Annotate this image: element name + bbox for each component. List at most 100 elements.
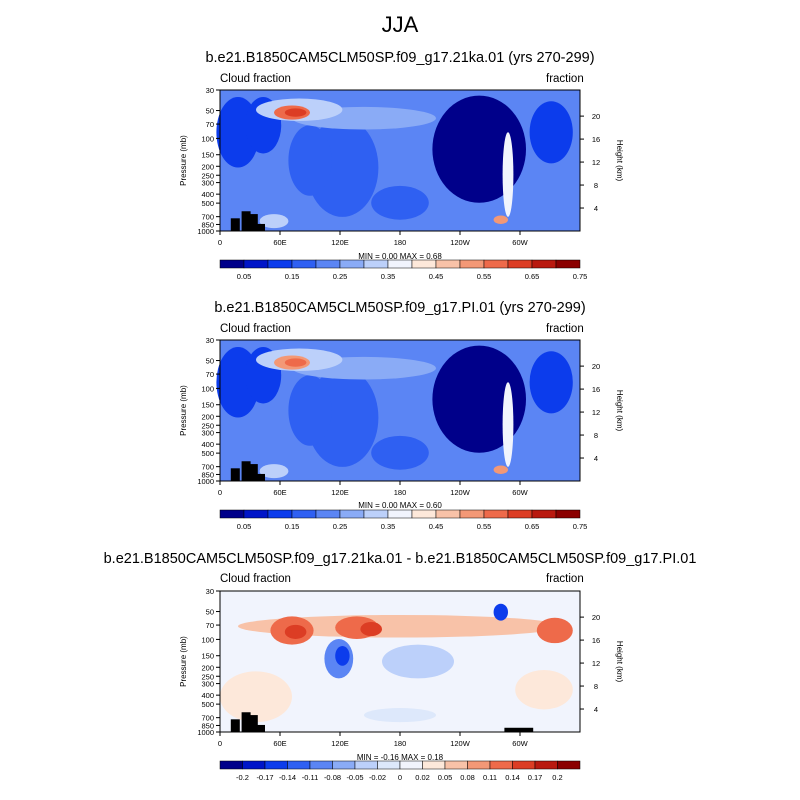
y-tick-label: 700 bbox=[201, 463, 214, 472]
height-axis-label: Height (km) bbox=[615, 390, 624, 432]
height-axis-label: Height (km) bbox=[615, 641, 624, 683]
x-tick-label: 60E bbox=[273, 488, 286, 497]
colorbar-swatch bbox=[243, 509, 269, 519]
y-tick-label: 700 bbox=[201, 714, 214, 723]
colorbar-label: 0.45 bbox=[429, 272, 444, 281]
colorbar-label: 0.55 bbox=[477, 522, 492, 531]
y-tick-label: 700 bbox=[201, 213, 214, 222]
y-tick-label: 400 bbox=[201, 190, 214, 199]
x-tick-label: 120E bbox=[331, 238, 349, 247]
colorbar-swatch bbox=[267, 509, 293, 519]
colorbar-label: -0.11 bbox=[302, 773, 319, 782]
panel-2-plot: 1000850700500400300250200150100705030Pre… bbox=[179, 336, 624, 531]
y-tick-label: 200 bbox=[201, 663, 214, 672]
y-tick-label: 50 bbox=[206, 608, 214, 617]
colorbar-swatch bbox=[219, 760, 243, 770]
field-blob bbox=[284, 358, 307, 367]
x-tick-label: 60W bbox=[512, 488, 528, 497]
colorbar-label: 0.65 bbox=[525, 522, 540, 531]
colorbar-label: -0.2 bbox=[236, 773, 249, 782]
panel-3-stats: MIN = -0.16 MAX = 0.18 bbox=[356, 753, 444, 762]
height-tick-label: 4 bbox=[594, 204, 598, 213]
colorbar-swatch bbox=[555, 509, 581, 519]
field-blob bbox=[371, 185, 429, 220]
terrain bbox=[230, 218, 240, 231]
y-tick-label: 50 bbox=[206, 107, 214, 116]
colorbar-swatch bbox=[507, 259, 533, 269]
terrain bbox=[230, 719, 240, 732]
colorbar-label: 0.35 bbox=[381, 272, 396, 281]
field-blob bbox=[502, 132, 514, 217]
y-tick-label: 150 bbox=[201, 401, 214, 410]
height-tick-label: 12 bbox=[592, 158, 600, 167]
terrain bbox=[504, 727, 534, 732]
y-axis-label: Pressure (mb) bbox=[179, 135, 188, 186]
y-tick-label: 30 bbox=[206, 336, 214, 345]
field-blob bbox=[493, 603, 508, 621]
x-tick-label: 60E bbox=[273, 238, 286, 247]
y-axis-label: Pressure (mb) bbox=[179, 636, 188, 687]
panel-2-left-label: Cloud fraction bbox=[220, 323, 291, 335]
colorbar-label: 0.35 bbox=[381, 522, 396, 531]
field-blob bbox=[238, 614, 562, 638]
colorbar-swatch bbox=[534, 760, 558, 770]
panel-1-stats: MIN = 0.00 MAX = 0.68 bbox=[358, 252, 442, 261]
colorbar-swatch bbox=[411, 509, 437, 519]
y-tick-label: 250 bbox=[201, 672, 214, 681]
field-blob bbox=[220, 671, 292, 723]
field-blob bbox=[493, 465, 508, 474]
field-blob bbox=[284, 108, 307, 117]
x-tick-label: 60W bbox=[512, 238, 528, 247]
colorbar-label: 0.45 bbox=[429, 522, 444, 531]
colorbar-swatch bbox=[512, 760, 536, 770]
panel-1-title: b.e21.B1850CAM5CLM50SP.f09_g17.21ka.01 (… bbox=[205, 50, 595, 66]
field-contours bbox=[216, 95, 573, 229]
colorbar-swatch bbox=[242, 760, 266, 770]
colorbar-swatch bbox=[507, 509, 533, 519]
y-tick-label: 300 bbox=[201, 680, 214, 689]
x-tick-label: 120E bbox=[331, 488, 349, 497]
colorbar-label: 0.08 bbox=[460, 773, 475, 782]
panel-1-plot: 1000850700500400300250200150100705030Pre… bbox=[179, 86, 624, 281]
colorbar-swatch bbox=[243, 259, 269, 269]
colorbar-swatch bbox=[435, 509, 461, 519]
terrain bbox=[256, 473, 265, 481]
x-tick-label: 120W bbox=[450, 488, 471, 497]
y-tick-label: 200 bbox=[201, 412, 214, 421]
y-tick-label: 500 bbox=[201, 199, 214, 208]
x-tick-label: 120W bbox=[450, 739, 471, 748]
colorbar-label: 0.05 bbox=[237, 522, 252, 531]
colorbar-swatch bbox=[531, 259, 557, 269]
height-tick-label: 8 bbox=[594, 682, 598, 691]
y-tick-label: 1000 bbox=[197, 728, 214, 737]
y-tick-label: 30 bbox=[206, 587, 214, 596]
height-tick-label: 12 bbox=[592, 659, 600, 668]
colorbar-swatch bbox=[467, 760, 491, 770]
colorbar-swatch bbox=[555, 259, 581, 269]
colorbar-label: 0.02 bbox=[415, 773, 430, 782]
colorbar-label: 0 bbox=[398, 773, 402, 782]
x-tick-label: 180 bbox=[394, 488, 407, 497]
colorbar-label: 0.05 bbox=[237, 272, 252, 281]
y-axis-label: Pressure (mb) bbox=[179, 385, 188, 436]
colorbar-label: 0.05 bbox=[438, 773, 453, 782]
colorbar-swatch bbox=[489, 760, 513, 770]
colorbar-swatch bbox=[377, 760, 401, 770]
height-tick-label: 20 bbox=[592, 362, 600, 371]
colorbar-swatch bbox=[399, 760, 423, 770]
colorbar-label: -0.08 bbox=[324, 773, 341, 782]
colorbar-swatch bbox=[315, 259, 341, 269]
y-tick-label: 250 bbox=[201, 171, 214, 180]
colorbar-label: 0.65 bbox=[525, 272, 540, 281]
colorbar-swatch bbox=[339, 259, 365, 269]
y-tick-label: 400 bbox=[201, 440, 214, 449]
colorbar-label: -0.14 bbox=[279, 773, 296, 782]
panel-3-plot: 1000850700500400300250200150100705030Pre… bbox=[179, 587, 624, 782]
x-tick-label: 120E bbox=[331, 739, 349, 748]
field-blob bbox=[371, 435, 429, 470]
y-tick-label: 250 bbox=[201, 421, 214, 430]
x-tick-label: 60W bbox=[512, 739, 528, 748]
field-blob bbox=[364, 708, 436, 723]
field-blob bbox=[259, 214, 289, 229]
field-blob bbox=[515, 669, 573, 710]
